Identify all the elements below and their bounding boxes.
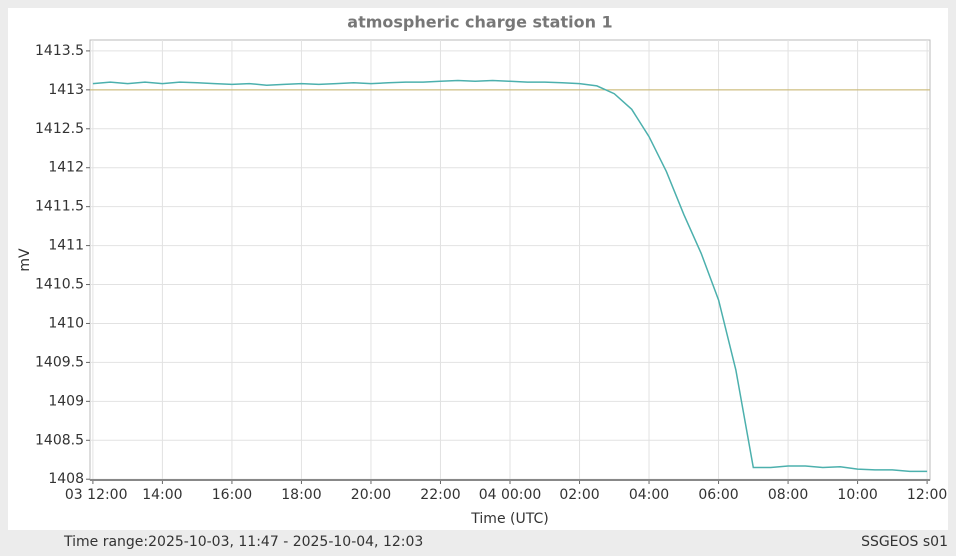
x-tick-label: 02:00 [559,487,599,503]
y-tick-label: 1413.5 [35,43,84,59]
y-tick-label: 1413 [48,82,84,98]
time-range: Time range:2025-10-03, 11:47 - 2025-10-0… [63,534,423,550]
chart-title: atmospheric charge station 1 [347,13,612,32]
y-tick-label: 1408 [48,471,84,487]
x-tick-label: 04:00 [629,487,669,503]
y-tick-label: 1412 [48,160,84,176]
x-tick-label: 08:00 [768,487,808,503]
y-tick-label: 1408.5 [35,432,84,448]
x-tick-label: 12:00 [907,487,947,503]
y-tick-label: 1410 [48,315,84,331]
y-tick-label: 1411.5 [35,199,84,215]
station-id: SSGEOS s01 [861,534,948,550]
x-tick-label: 18:00 [281,487,321,503]
x-tick-label: 03 12:00 [65,487,128,503]
y-tick-label: 1409.5 [35,354,84,370]
y-tick-label: 1410.5 [35,277,84,293]
y-tick-label: 1411 [48,238,84,254]
x-tick-label: 22:00 [420,487,460,503]
x-tick-label: 14:00 [142,487,182,503]
y-axis-label: mV [17,248,33,272]
x-tick-label: 04 00:00 [479,487,542,503]
data-line [92,79,928,473]
x-tick-label: 16:00 [212,487,252,503]
x-axis-label: Time (UTC) [470,511,548,527]
x-tick-label: 20:00 [351,487,391,503]
y-tick-label: 1412.5 [35,121,84,137]
y-tick-label: 1409 [48,393,84,409]
x-tick-label: 06:00 [698,487,738,503]
x-tick-label: 10:00 [837,487,877,503]
